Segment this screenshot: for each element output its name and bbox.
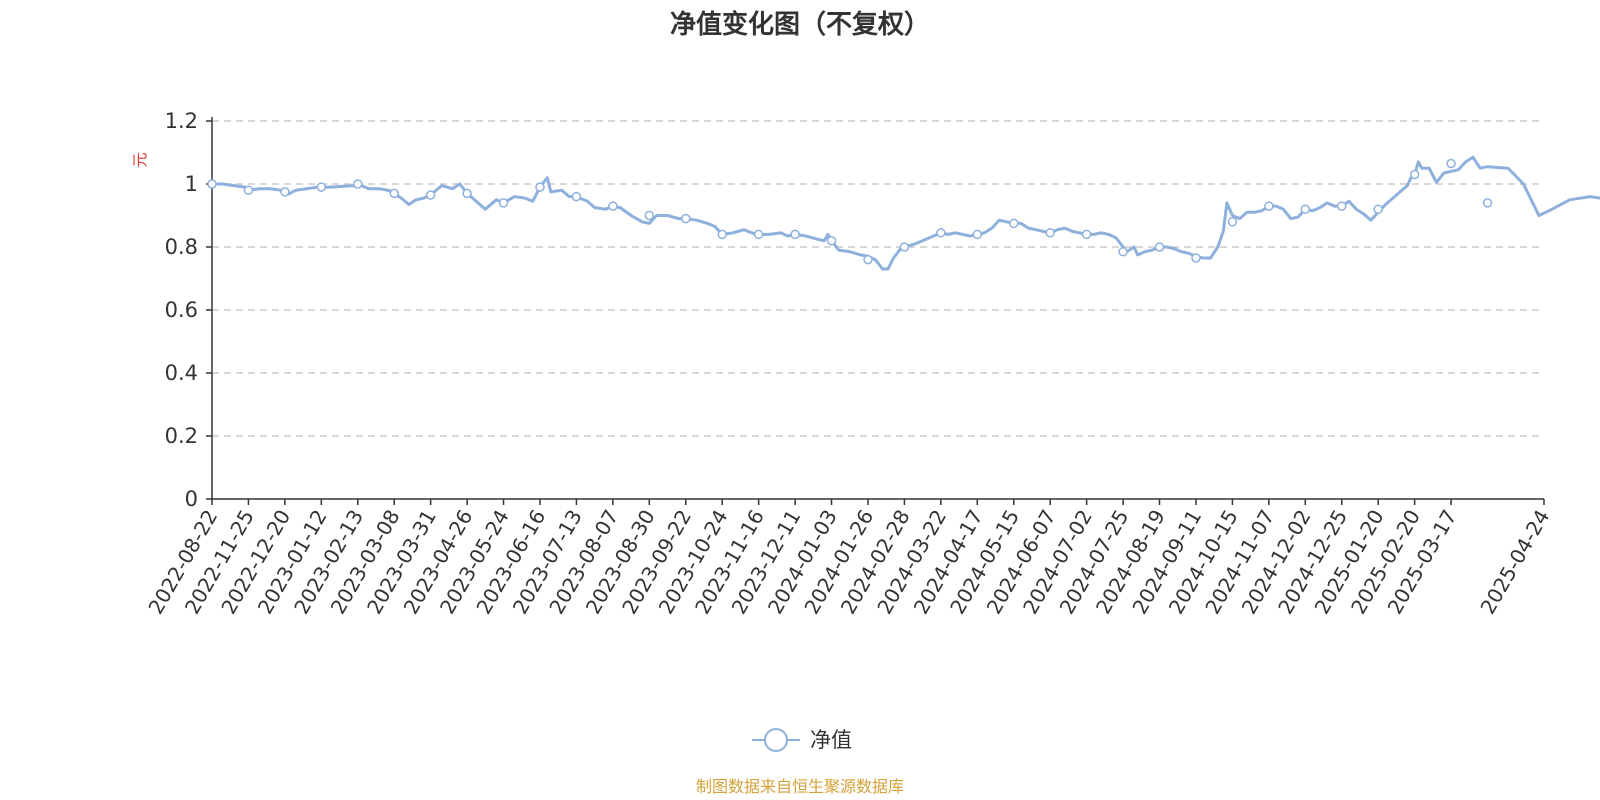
series-point-7[interactable]	[462, 188, 472, 199]
series-point-30[interactable]	[1300, 204, 1311, 214]
series-point-18[interactable]	[863, 254, 873, 265]
axis-layer	[206, 117, 1545, 505]
data-source-note: 制图数据来自恒生聚源数据库	[696, 777, 904, 796]
series-markers	[207, 158, 1493, 265]
x-tick-labels: 2022-08-222022-11-252022-12-202023-01-12…	[143, 505, 1554, 618]
series-point-15[interactable]	[753, 229, 764, 240]
series-point-34[interactable]	[1446, 158, 1456, 169]
series-point-8[interactable]	[498, 198, 509, 208]
series-point-32[interactable]	[1373, 204, 1383, 214]
series-point-12[interactable]	[644, 210, 655, 221]
chart-title: 净值变化图（不复权）	[670, 9, 930, 40]
series-point-19[interactable]	[899, 242, 910, 252]
y-tick-label-1: 0.2	[165, 424, 198, 448]
series-point-2[interactable]	[280, 187, 290, 197]
series-point-31[interactable]	[1336, 201, 1347, 211]
grid-layer	[212, 120, 1544, 437]
series-point-13[interactable]	[681, 213, 691, 224]
y-axis-unit-label: 元	[131, 152, 149, 167]
y-tick-label-2: 0.4	[165, 361, 198, 385]
legend-circle-icon	[764, 728, 788, 752]
y-tick-label-0: 0	[185, 487, 198, 511]
series-point-0[interactable]	[207, 179, 217, 189]
y-tick-label-5: 1	[185, 172, 198, 196]
series-point-3[interactable]	[316, 182, 327, 192]
y-tick-label-3: 0.6	[165, 298, 198, 322]
series-point-23[interactable]	[1045, 228, 1055, 238]
series-point-17[interactable]	[826, 235, 837, 246]
series-point-20[interactable]	[936, 228, 946, 238]
series-point-21[interactable]	[972, 229, 983, 240]
series-point-27[interactable]	[1191, 253, 1201, 263]
series-point-16[interactable]	[790, 229, 800, 240]
x-tick-label-35: 2025-04-24	[1475, 506, 1554, 619]
series-point-26[interactable]	[1154, 242, 1165, 252]
series-point-14[interactable]	[717, 229, 727, 240]
series-point-4[interactable]	[353, 179, 363, 189]
y-tick-label-6: 1.2	[165, 109, 198, 133]
series-line-0	[210, 155, 1600, 271]
series-point-25[interactable]	[1118, 246, 1128, 257]
series-point-35[interactable]	[1482, 198, 1493, 208]
series-point-11[interactable]	[608, 201, 618, 211]
series-point-1[interactable]	[243, 185, 254, 196]
y-tick-label-4: 0.8	[165, 235, 198, 259]
series-point-9[interactable]	[535, 182, 545, 192]
series-point-33[interactable]	[1409, 169, 1420, 180]
legend-series-label: 净值	[810, 728, 852, 752]
series-point-6[interactable]	[425, 190, 436, 200]
series-point-28[interactable]	[1227, 217, 1238, 227]
series-point-5[interactable]	[389, 188, 399, 199]
y-tick-labels: 0 0.2 0.4 0.6 0.8 1 1.2	[165, 109, 198, 511]
series-point-10[interactable]	[571, 191, 582, 202]
series-point-29[interactable]	[1264, 201, 1274, 211]
legend[interactable]: 净值	[752, 728, 852, 752]
series-point-22[interactable]	[1009, 218, 1019, 229]
series-point-24[interactable]	[1081, 229, 1092, 240]
series-layer	[210, 155, 1600, 271]
